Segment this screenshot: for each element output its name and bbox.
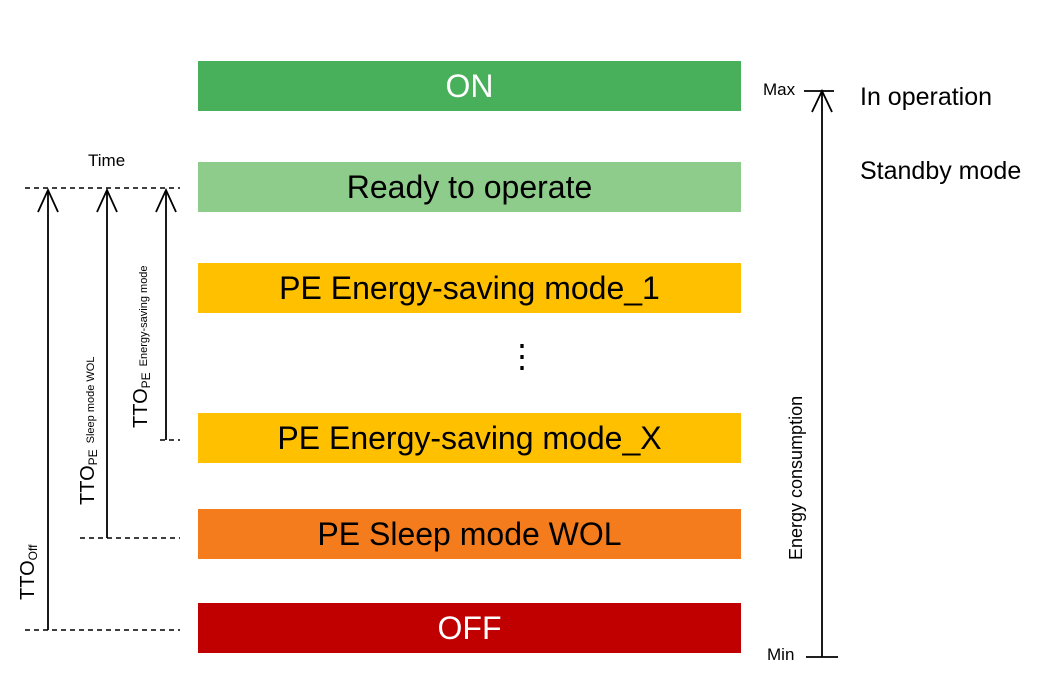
tto-sleep-sub: PE [86, 449, 100, 466]
tto-energy-saving-sub: PE [139, 372, 153, 389]
tto-sleep-label: TTOPE Sleep mode WOL [77, 357, 100, 505]
tto-off-arrowhead [37, 187, 59, 213]
energy-consumption-label: Energy consumption [786, 395, 806, 560]
level-on: ON [198, 61, 741, 111]
ellipsis: ⋮ [506, 338, 538, 374]
level-energy-saving-x: PE Energy-saving mode_X [198, 413, 741, 463]
tto-sleep-main: TTO [77, 465, 99, 505]
in-operation-label: In operation [860, 83, 993, 111]
tto-energy-saving-rest: Energy-saving mode [138, 265, 150, 367]
level-energy-saving-1: PE Energy-saving mode_1 [198, 263, 741, 313]
tto-sleep-arrowhead [96, 187, 118, 213]
time-label: Time [88, 151, 126, 170]
tto-off-label: TTOOff [17, 545, 40, 600]
tto-off-sub: Off [26, 544, 40, 561]
tto-energy-saving-label: TTOPE Energy-saving mode [130, 265, 153, 428]
standby-mode-label: Standby mode [860, 157, 1022, 185]
level-sleep-wol: PE Sleep mode WOL [198, 509, 741, 559]
tto-off-main: TTO [17, 560, 39, 600]
tto-sleep-rest: Sleep mode WOL [85, 356, 97, 444]
min-label: Min [767, 645, 795, 664]
level-off: OFF [198, 603, 741, 653]
tto-energy-saving-arrowhead [155, 187, 177, 213]
max-label: Max [763, 80, 796, 99]
level-ready: Ready to operate [198, 162, 741, 212]
tto-energy-saving-main: TTO [130, 388, 152, 428]
